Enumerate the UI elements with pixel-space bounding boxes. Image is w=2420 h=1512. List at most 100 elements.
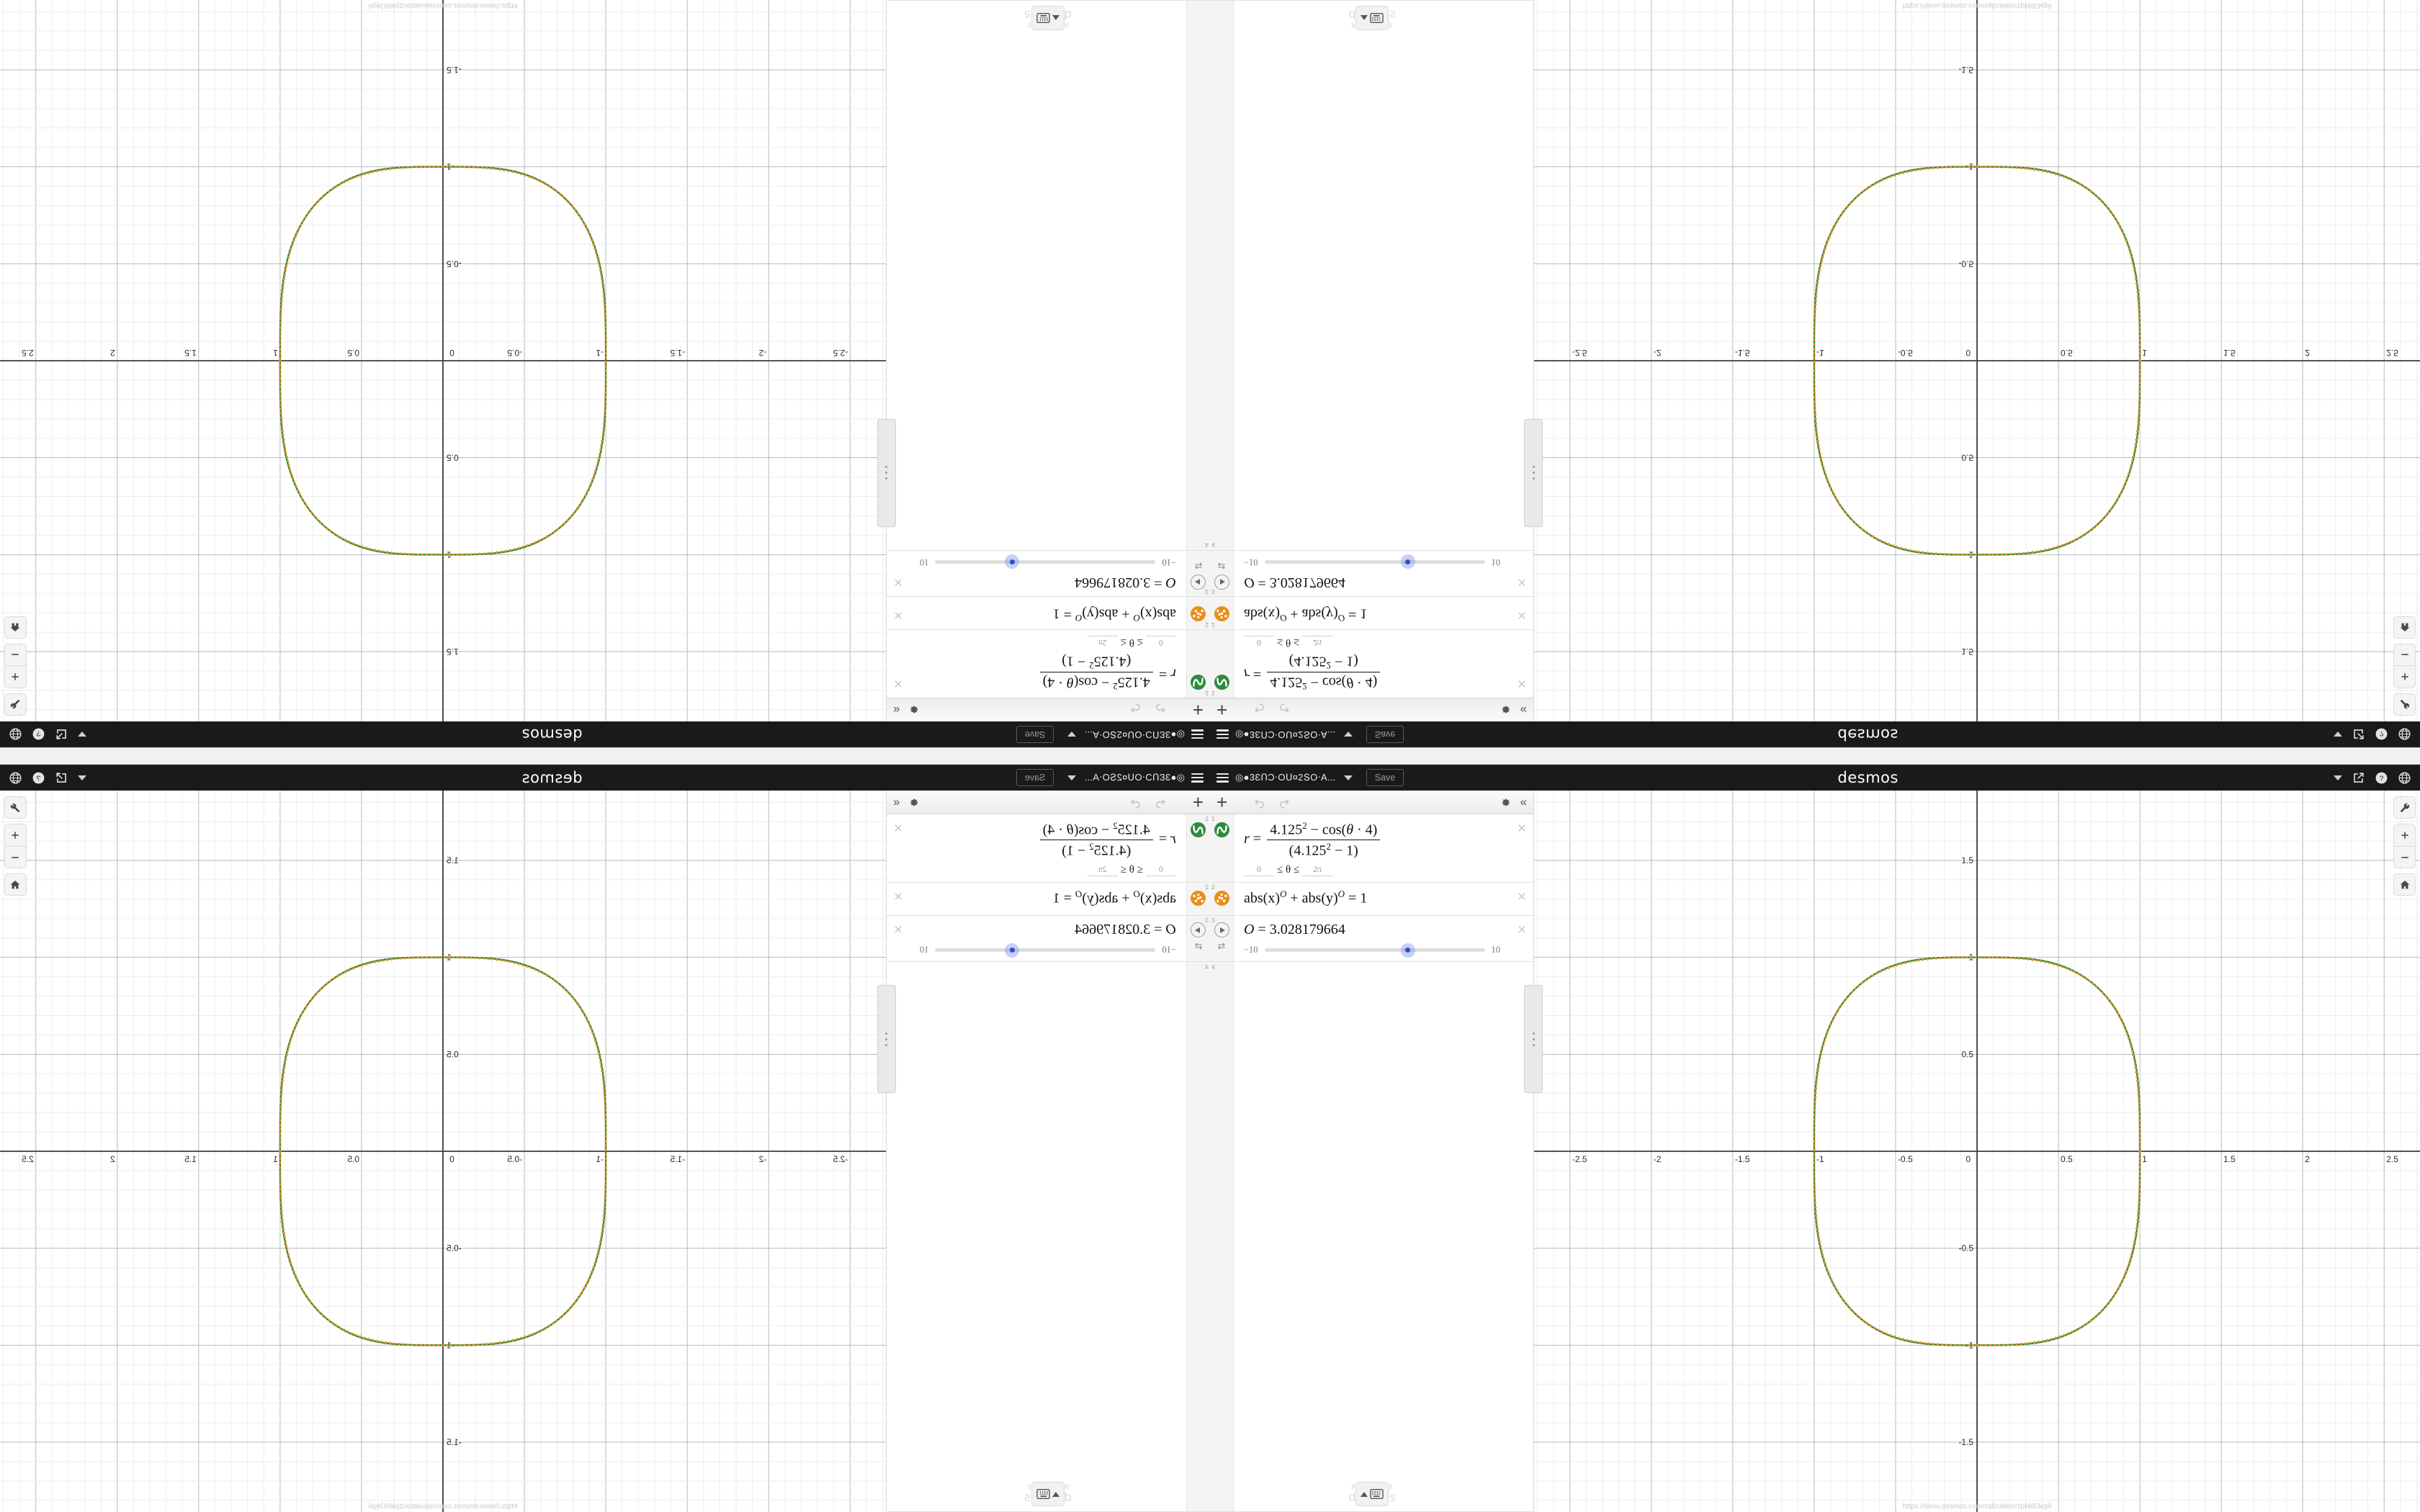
graph-controls[interactable] [4,616,27,716]
expression-row-1[interactable]: 1 × r = [1210,629,1533,698]
collapse-panel-button[interactable]: « [893,795,900,809]
undo-icon[interactable] [1253,796,1267,809]
collapse-panel-button[interactable]: « [1520,703,1527,717]
domain-row[interactable]: 0 ≤ θ ≤ 2π [1244,635,1525,648]
close-icon[interactable]: × [894,573,903,590]
home-icon[interactable] [4,616,27,639]
slider-value[interactable]: 3.028179664 [1269,574,1345,590]
wrench-icon[interactable] [2393,693,2416,716]
slider-control[interactable]: −10 10 [895,554,1176,570]
expression-content-2[interactable]: × abs(x)O + abs(y)O = 1 [1234,883,1533,915]
add-expression-button[interactable]: + [1216,699,1228,721]
orange-dotted-bubble[interactable] [1214,891,1229,906]
close-icon[interactable]: × [894,922,903,939]
expression-content-3[interactable]: × O = 3.028179664 −10 [1234,916,1533,961]
hamburger-icon[interactable] [1216,773,1229,783]
expression-row-3[interactable]: 3 ⇄ × O = 3.028179664 [887,916,1210,963]
globe-icon[interactable] [2398,728,2411,742]
help-icon[interactable]: ? [2375,728,2388,742]
hamburger-icon[interactable] [1191,729,1204,739]
slider-control[interactable]: −10 10 [1244,554,1525,570]
graph-controls[interactable] [4,796,27,896]
expression-panel[interactable]: + « 1 [1210,791,1543,1512]
share-icon[interactable] [2352,771,2365,785]
graph-canvas[interactable]: -2.5 -2 -1.5 -1 -0.5 0 0.5 1 1.5 2 2.5 -1.5 -1 -0.5 0.… [0,791,886,1512]
share-icon[interactable] [55,771,68,785]
keyboard-toggle-button-a[interactable] [1355,6,1389,30]
domain-row[interactable]: 0 ≤ θ ≤ 2π [895,864,1176,877]
slider-min-label[interactable]: −10 [1244,945,1258,955]
zoom-in-button[interactable] [4,666,27,688]
browser-bookmarks-strip[interactable] [1210,756,2420,765]
home-icon[interactable] [2393,873,2416,896]
expression-row-1[interactable]: 1 × r = [887,814,1210,883]
loop-icon[interactable]: ⇄ [1194,560,1203,572]
loop-icon[interactable]: ⇄ [1217,940,1226,952]
close-icon[interactable]: × [1517,820,1526,837]
graph-controls[interactable] [2393,796,2416,896]
domain-max-input[interactable]: 2π [1087,864,1118,877]
graph-title[interactable]: ◎●3ƐՈƆ⋅Oᑌ¤2ՏO⋅A... [1084,772,1185,783]
slider-value[interactable]: 3.028179664 [1075,574,1151,590]
expression-row-2[interactable]: 2 × abs( [1210,595,1533,629]
gear-icon[interactable] [909,704,920,716]
expression-row-2[interactable]: 2 × abs( [887,883,1210,917]
expression-content-1[interactable]: × r = 4.1252 − cos(θ · 4) [887,814,1186,882]
expression-row-3[interactable]: 3 ⇄ × O = 3.028179664 [1210,916,1533,963]
chevron-down-icon-right[interactable] [78,775,86,780]
slider-value[interactable]: 3.028179664 [1269,922,1345,938]
slider-track[interactable] [935,942,1156,958]
graph-title[interactable]: ◎●3ƐՈƆ⋅Oᑌ¤2ՏO⋅A... [1235,729,1336,740]
close-icon[interactable]: × [1517,675,1526,692]
quadrant-top-left[interactable]: ◎●3ƐՈƆ⋅Oᑌ¤2ՏO⋅A... Save desmos ? + [0,0,1210,756]
close-icon[interactable]: × [894,606,903,624]
play-icon[interactable] [1214,922,1229,938]
quadrant-bottom-right[interactable]: ◎●3ƐՈƆ⋅Oᑌ¤2ՏO⋅A... Save desmos ? + [1210,756,2420,1512]
gear-icon[interactable] [1500,704,1511,716]
green-curve-bubble[interactable] [1214,822,1229,837]
gear-icon[interactable] [1500,796,1511,808]
home-icon[interactable] [4,873,27,896]
chevron-down-icon-right[interactable] [2334,775,2342,780]
close-icon[interactable]: × [1517,606,1526,624]
keyboard-toggle-bar[interactable] [1210,6,1534,30]
keyboard-toggle-bar[interactable] [886,6,1210,30]
redo-icon[interactable] [1277,703,1291,717]
slider-min-label[interactable]: −10 [1244,557,1258,567]
slider-max-label[interactable]: 10 [920,945,929,955]
share-icon[interactable] [55,728,68,742]
keyboard-toggle-button-a[interactable] [1355,1482,1389,1506]
close-icon[interactable]: × [1517,888,1526,906]
slider-max-label[interactable]: 10 [1491,557,1501,567]
desmos-window[interactable]: ◎●3ƐՈƆ⋅Oᑌ¤2ՏO⋅A... Save desmos ? + [0,756,1210,1512]
expression-row-2[interactable]: 2 × abs( [887,595,1210,629]
slider-max-label[interactable]: 10 [1491,945,1501,955]
expression-toolbar[interactable]: + « [887,698,1210,721]
slider-min-label[interactable]: −10 [1162,945,1176,955]
expression-content-3[interactable]: × O = 3.028179664 −10 [887,916,1186,961]
expression-content-1[interactable]: × r = 4.1252 − cos(θ · 4) [887,630,1186,698]
close-icon[interactable]: × [1517,922,1526,939]
play-icon[interactable] [1214,574,1229,590]
green-curve-bubble[interactable] [1191,822,1206,837]
domain-max-input[interactable]: 2π [1302,635,1333,648]
loop-icon[interactable]: ⇄ [1217,560,1226,572]
desmos-window[interactable]: ◎●3ƐՈƆ⋅Oᑌ¤2ՏO⋅A... Save desmos ? + [1210,756,2420,1512]
zoom-in-button[interactable] [2393,824,2416,846]
expression-panel[interactable]: + « 1 [877,791,1210,1512]
home-icon[interactable] [2393,616,2416,639]
graph-canvas[interactable]: -2.5 -2 -1.5 -1 -0.5 0 0.5 1 1.5 2 2.5 -1.5 -1 -0.5 0.… [0,0,886,721]
expression-content-3[interactable]: × O = 3.028179664 −10 [1234,551,1533,596]
browser-bookmarks-strip[interactable] [1210,747,2420,756]
slider-min-label[interactable]: −10 [1162,557,1176,567]
add-expression-button[interactable]: + [1192,791,1204,813]
play-icon[interactable] [1191,922,1206,938]
undo-icon[interactable] [1153,796,1167,809]
wrench-icon[interactable] [4,693,27,716]
undo-icon[interactable] [1153,703,1167,717]
chevron-down-icon-right[interactable] [2334,732,2342,737]
chevron-down-icon-right[interactable] [78,732,86,737]
play-icon[interactable] [1191,574,1206,590]
panel-resize-handle[interactable] [1524,985,1543,1093]
slider-control[interactable]: −10 10 [895,942,1176,958]
